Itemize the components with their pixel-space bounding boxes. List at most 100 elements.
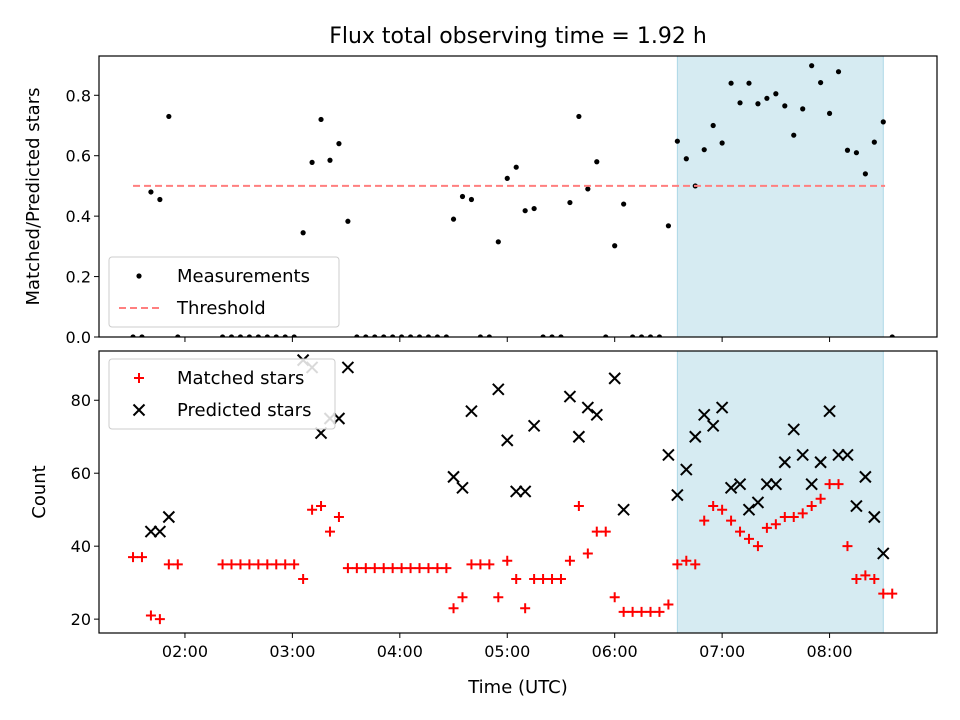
matched-stars-point <box>262 559 273 570</box>
predicted-stars-point <box>787 423 800 436</box>
matched-stars-point <box>441 563 452 574</box>
predicted-stars-point <box>778 456 792 469</box>
plot-area <box>128 353 898 625</box>
matched-stars-point <box>484 559 495 570</box>
matched-stars-point <box>681 555 692 566</box>
predicted-stars-point <box>341 361 355 374</box>
matched-stars-point <box>726 515 737 526</box>
y-tick-label: 0.6 <box>66 147 91 166</box>
predicted-stars-point <box>447 470 460 484</box>
x-tick-label: 08:00 <box>807 642 853 661</box>
matched-stars-point <box>743 533 754 544</box>
observing-span <box>676 350 884 634</box>
predicted-stars-point <box>465 404 478 418</box>
measurements-point <box>354 334 360 337</box>
matched-stars-point <box>672 559 683 570</box>
matched-stars-point <box>699 515 710 526</box>
matched-stars-point <box>770 519 781 530</box>
matched-stars-point <box>414 563 425 574</box>
matched-stars-point <box>307 504 318 515</box>
measurements-point <box>647 334 654 337</box>
predicted-stars-point <box>608 372 621 385</box>
measurements-point <box>603 334 609 337</box>
matched-stars-point <box>797 508 808 519</box>
legend-box <box>108 256 340 328</box>
plot-area <box>130 63 895 337</box>
matched-stars-point <box>154 614 165 625</box>
measurements-point <box>139 334 145 337</box>
matched-stars-point <box>806 501 817 512</box>
x-tick-label: 07:00 <box>699 642 745 661</box>
measurements-point <box>683 156 689 162</box>
measurements-point <box>166 113 172 120</box>
matched-stars-point <box>466 559 477 570</box>
matched-stars-point <box>360 563 371 574</box>
measurements-point <box>737 100 743 106</box>
matched-stars-point <box>333 511 344 522</box>
measurements-point <box>434 334 441 337</box>
y-tick-label: 0.8 <box>66 86 91 105</box>
measurements-point <box>327 157 333 163</box>
matched-stars-point <box>502 555 513 566</box>
matched-stars-point <box>145 610 156 621</box>
predicted-stars-point <box>590 408 603 422</box>
matched-stars-point <box>851 574 862 585</box>
y-tick-label: 0.0 <box>66 328 91 347</box>
matched-stars-point <box>779 511 790 522</box>
measurements-point <box>425 334 432 337</box>
measurements-point <box>416 334 423 337</box>
matched-stars-point <box>351 563 362 574</box>
predicted-stars-point <box>581 401 595 414</box>
legend-swatch <box>136 273 142 279</box>
measurements-point <box>791 132 797 138</box>
matched-stars-point <box>298 574 309 585</box>
measurements-point <box>728 80 734 86</box>
matched-stars-point <box>824 479 835 490</box>
axes-frame <box>98 55 938 338</box>
predicted-stars-point <box>698 408 711 422</box>
predicted-stars-point <box>733 477 747 491</box>
matched-stars-point <box>244 559 255 570</box>
measurements-point <box>621 201 627 207</box>
predicted-stars-point <box>805 477 818 491</box>
predicted-stars-point <box>823 404 836 418</box>
observing-span <box>676 55 884 338</box>
y-tick-label: 0.2 <box>66 268 91 287</box>
matched-stars-point <box>869 574 880 585</box>
measurements-point <box>407 334 414 337</box>
measurements-point <box>612 243 618 249</box>
matched-stars-point <box>289 559 300 570</box>
matched-stars-point <box>860 570 871 581</box>
y-tick-label: 60 <box>71 464 91 483</box>
matched-stars-point <box>226 559 237 570</box>
measurements-point <box>300 230 306 236</box>
matched-stars-point <box>591 526 602 537</box>
matched-stars-point <box>342 563 353 574</box>
measurements-point <box>594 159 600 165</box>
measurements-point <box>764 95 770 101</box>
measurements-point <box>549 334 555 337</box>
matched-stars-point <box>636 606 647 617</box>
predicted-stars-point <box>751 496 765 509</box>
measurements-point <box>175 334 181 337</box>
matched-stars-point <box>842 541 853 552</box>
measurements-point <box>246 334 253 337</box>
measurements-point <box>291 334 297 337</box>
measurements-point <box>665 223 672 229</box>
matched-stars-point <box>387 563 398 574</box>
predicted-stars-point <box>859 470 872 484</box>
measurements-point <box>318 116 324 123</box>
measurements-point <box>674 138 680 144</box>
legend: Matched stars Predicted stars <box>108 358 336 430</box>
matched-stars-point <box>645 606 656 617</box>
predicted-stars-point <box>760 477 774 491</box>
measurements-point <box>372 334 378 337</box>
predicted-stars-point <box>671 488 684 502</box>
measurements-point <box>638 334 645 337</box>
ratio-panel: 0.0 0.2 0.4 0.6 0.8 Matched/Predicted stars Me… <box>23 55 938 347</box>
measurements-point <box>345 218 351 224</box>
matched-stars-point <box>752 541 763 552</box>
measurements-point <box>755 101 761 107</box>
measurements-point <box>130 334 136 337</box>
y-tick-label: 40 <box>71 537 91 556</box>
